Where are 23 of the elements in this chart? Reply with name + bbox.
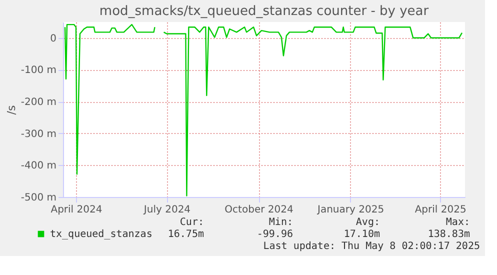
y-tick-label: -300 m	[20, 128, 56, 140]
text: Cur:	[180, 217, 204, 228]
y-tick-label: 0	[50, 33, 56, 44]
text: 16.75m	[168, 229, 204, 240]
text: Last update: Thu May 8 02:00:17 2025	[263, 241, 480, 252]
text: 138.83m	[428, 229, 470, 240]
text: 17.10m	[344, 229, 380, 240]
x-tick-label: April 2025	[414, 204, 466, 216]
y-tick-label: -500 m	[20, 192, 56, 204]
x-tick-label: July 2024	[142, 204, 191, 216]
y-tick-label: -200 m	[20, 97, 56, 108]
text: Max:	[446, 217, 470, 228]
legend-label: tx_queued_stanzas	[50, 229, 152, 240]
chart-title: mod_smacks/tx_queued_stanzas counter - by year	[99, 4, 430, 19]
y-axis-title: /s	[4, 105, 18, 115]
text: Avg:	[356, 217, 380, 228]
text: Min:	[268, 217, 293, 228]
x-tick-label: April 2024	[50, 204, 102, 216]
y-tick-label: -100 m	[20, 65, 56, 76]
text: -99.96	[256, 229, 293, 240]
x-tick-label: October 2024	[224, 204, 294, 216]
y-tick-label: -400 m	[20, 160, 56, 172]
x-tick-label: January 2025	[316, 204, 384, 216]
